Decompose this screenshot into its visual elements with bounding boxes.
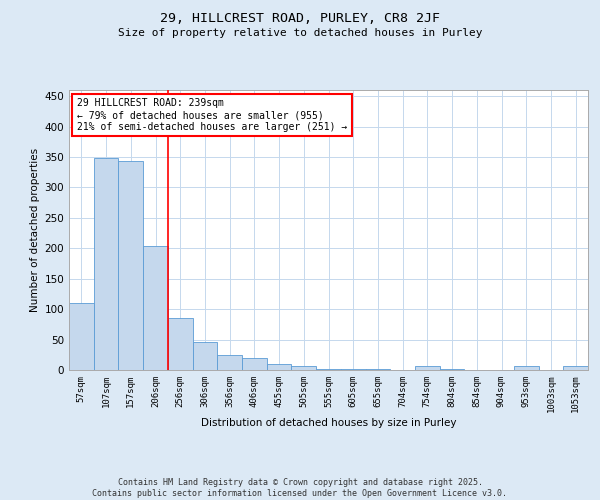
- Text: 29 HILLCREST ROAD: 239sqm
← 79% of detached houses are smaller (955)
21% of semi: 29 HILLCREST ROAD: 239sqm ← 79% of detac…: [77, 98, 347, 132]
- Y-axis label: Number of detached properties: Number of detached properties: [30, 148, 40, 312]
- Bar: [415, 366, 440, 370]
- Bar: [365, 369, 390, 370]
- Bar: [316, 369, 341, 370]
- Bar: [217, 355, 242, 370]
- Bar: [168, 318, 193, 370]
- Bar: [94, 158, 118, 370]
- Text: 29, HILLCREST ROAD, PURLEY, CR8 2JF: 29, HILLCREST ROAD, PURLEY, CR8 2JF: [160, 12, 440, 26]
- Bar: [292, 366, 316, 370]
- Text: Contains HM Land Registry data © Crown copyright and database right 2025.
Contai: Contains HM Land Registry data © Crown c…: [92, 478, 508, 498]
- Bar: [563, 366, 588, 370]
- Bar: [193, 342, 217, 370]
- Bar: [267, 364, 292, 370]
- Bar: [514, 366, 539, 370]
- Bar: [242, 358, 267, 370]
- Bar: [143, 246, 168, 370]
- Bar: [341, 369, 365, 370]
- Bar: [118, 160, 143, 370]
- Text: Size of property relative to detached houses in Purley: Size of property relative to detached ho…: [118, 28, 482, 38]
- Bar: [69, 303, 94, 370]
- X-axis label: Distribution of detached houses by size in Purley: Distribution of detached houses by size …: [201, 418, 456, 428]
